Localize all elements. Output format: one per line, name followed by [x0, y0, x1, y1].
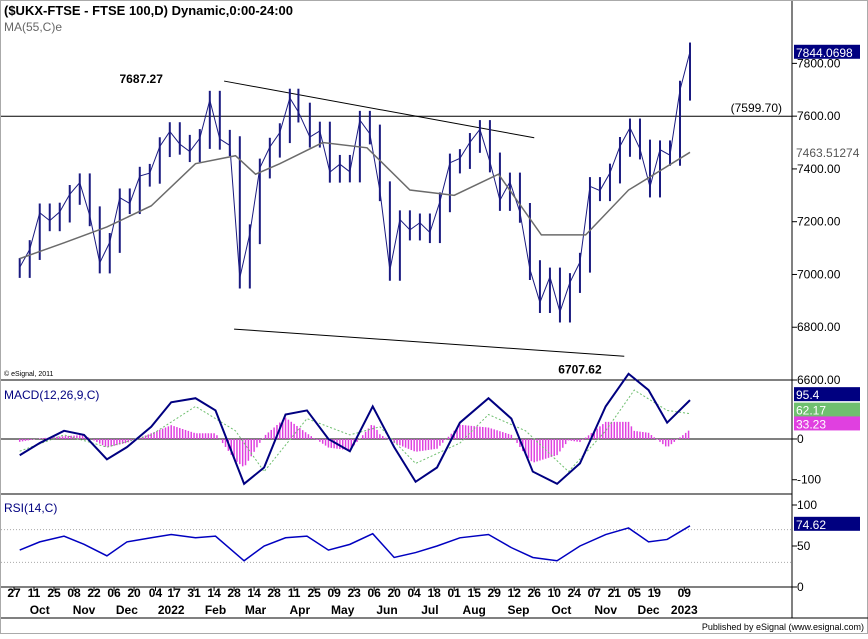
- x-month-label: Feb: [205, 603, 226, 617]
- x-month-label: Oct: [30, 603, 50, 617]
- trendline: [234, 328, 625, 357]
- rsi-tick-label: 0: [797, 580, 804, 594]
- x-day-label: 25: [47, 586, 61, 600]
- x-day-label: 20: [387, 586, 401, 600]
- price-tick-label: 6800.00: [797, 320, 841, 334]
- x-month-label: 2022: [158, 603, 185, 617]
- x-day-label: 10: [548, 586, 562, 600]
- x-day-label: 09: [678, 586, 692, 600]
- price-last-value-bg: [794, 44, 860, 59]
- x-day-label: 04: [407, 586, 421, 600]
- price-ma-value-bg: [794, 145, 860, 160]
- price-tick-label: 7200.00: [797, 215, 841, 229]
- x-month-label: Nov: [594, 603, 617, 617]
- x-day-label: 28: [227, 586, 241, 600]
- macd-last-value-bg: [794, 387, 860, 402]
- macd-signal-value: 62.17: [796, 404, 826, 418]
- x-day-label: 19: [648, 586, 662, 600]
- x-day-label: 22: [87, 586, 101, 600]
- level-label: (7599.70): [731, 101, 782, 115]
- x-day-label: 06: [107, 586, 121, 600]
- x-month-label: Jul: [421, 603, 438, 617]
- macd-label: MACD(12,26,9,C): [4, 388, 99, 402]
- x-day-label: 14: [247, 586, 261, 600]
- x-month-label: Aug: [463, 603, 486, 617]
- x-day-label: 01: [448, 586, 462, 600]
- macd-tick-label: 0: [797, 432, 804, 446]
- x-day-label: 12: [508, 586, 522, 600]
- price-ma-value: 7463.51274: [796, 146, 860, 160]
- price-title: ($UKX-FTSE - FTSE 100,D) Dynamic,0:00-24…: [4, 3, 293, 18]
- ma-line: [19, 141, 691, 260]
- price-last-value: 7844.0698: [796, 46, 853, 60]
- x-month-label: Oct: [551, 603, 571, 617]
- x-month-label: Jun: [376, 603, 397, 617]
- x-month-label: Sep: [507, 603, 529, 617]
- x-month-label: 2023: [671, 603, 698, 617]
- low-annotation: 6707.62: [558, 363, 602, 377]
- x-day-label: 17: [167, 586, 181, 600]
- x-day-label: 05: [628, 586, 642, 600]
- x-day-label: 07: [588, 586, 602, 600]
- rsi-line: [19, 525, 691, 562]
- x-day-label: 06: [367, 586, 381, 600]
- x-day-label: 23: [347, 586, 361, 600]
- macd-last-value: 95.4: [796, 388, 820, 402]
- x-day-label: 18: [427, 586, 441, 600]
- rsi-label: RSI(14,C): [4, 501, 57, 515]
- x-day-label: 11: [28, 586, 41, 600]
- x-month-label: Apr: [290, 603, 311, 617]
- price-tick-label: 7400.00: [797, 162, 841, 176]
- macd-hist-value: 33.23: [796, 417, 826, 431]
- x-day-label: 31: [187, 586, 201, 600]
- x-month-label: Nov: [73, 603, 96, 617]
- x-month-label: Dec: [638, 603, 660, 617]
- copyright-text: © eSignal, 2011: [4, 370, 54, 378]
- x-day-label: 28: [267, 586, 281, 600]
- rsi-last-value: 74.62: [796, 518, 826, 532]
- trendline: [224, 80, 535, 139]
- x-day-label: 29: [488, 586, 502, 600]
- x-month-label: Mar: [245, 603, 267, 617]
- footer-text: Published by eSignal (www.esignal.com): [702, 622, 864, 632]
- x-day-label: 21: [608, 586, 622, 600]
- price-tick-label: 7000.00: [797, 267, 841, 281]
- x-day-label: 09: [327, 586, 341, 600]
- macd-tick-label: -100: [797, 473, 821, 487]
- macd-line: [19, 372, 691, 486]
- x-day-label: 14: [207, 586, 221, 600]
- x-day-label: 26: [528, 586, 542, 600]
- x-month-label: May: [331, 603, 355, 617]
- x-month-label: Dec: [116, 603, 138, 617]
- x-day-label: 20: [127, 586, 141, 600]
- rsi-tick-label: 100: [797, 498, 817, 512]
- price-tick-label: 7600.00: [797, 109, 841, 123]
- ma-label: MA(55,C)e: [4, 20, 62, 34]
- price-tick-label: 7800.00: [797, 56, 841, 70]
- x-day-label: 15: [468, 586, 482, 600]
- x-day-label: 27: [7, 586, 21, 600]
- x-day-label: 11: [288, 586, 301, 600]
- high-annotation: 7687.27: [120, 72, 164, 86]
- price-tick-label: 6600.00: [797, 373, 841, 387]
- x-day-label: 08: [67, 586, 81, 600]
- x-day-label: 24: [568, 586, 582, 600]
- macd-signal-line: [19, 389, 691, 473]
- x-day-label: 25: [307, 586, 321, 600]
- rsi-tick-label: 50: [797, 539, 811, 553]
- macd-hist-value-bg: [794, 416, 860, 431]
- rsi-last-value-bg: [794, 516, 860, 531]
- macd-signal-value-bg: [794, 402, 860, 417]
- x-day-label: 04: [149, 586, 163, 600]
